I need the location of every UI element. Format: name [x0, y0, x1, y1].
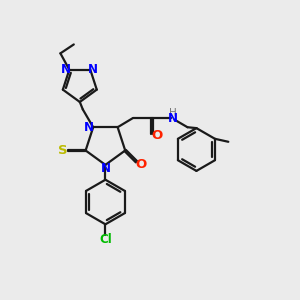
- Text: H: H: [169, 108, 176, 118]
- Text: S: S: [58, 144, 67, 157]
- Text: N: N: [88, 63, 98, 76]
- Text: N: N: [61, 63, 71, 76]
- Text: N: N: [168, 112, 178, 125]
- Text: O: O: [152, 129, 163, 142]
- Text: N: N: [100, 162, 110, 175]
- Text: Cl: Cl: [99, 233, 112, 246]
- Text: O: O: [135, 158, 146, 171]
- Text: N: N: [84, 121, 94, 134]
